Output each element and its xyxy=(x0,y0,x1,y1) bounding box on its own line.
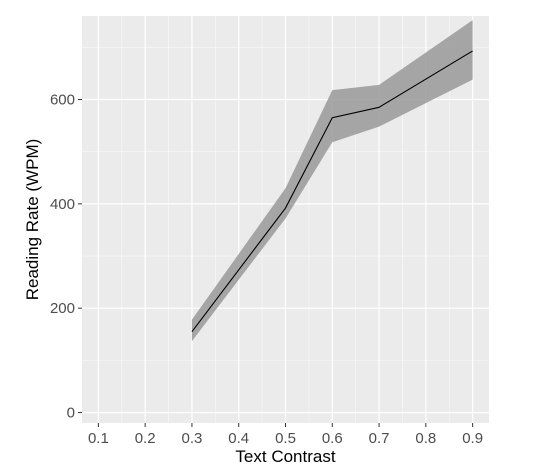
x-axis-title: Text Contrast xyxy=(235,447,335,466)
x-tick-label: 0.4 xyxy=(228,430,249,447)
x-tick-label: 0.7 xyxy=(369,430,390,447)
x-tick-label: 0.8 xyxy=(415,430,436,447)
major-gridlines xyxy=(82,16,489,423)
y-tick-label: 200 xyxy=(50,300,75,317)
confidence-band xyxy=(191,20,473,342)
x-axis-ticks: 0.1 0.2 0.3 0.4 0.5 0.6 0.7 0.8 0.9 xyxy=(88,423,483,447)
x-tick-label: 0.1 xyxy=(88,430,109,447)
x-tick-label: 0.9 xyxy=(462,430,483,447)
y-axis-ticks: 0 200 400 600 xyxy=(50,91,82,422)
x-tick-label: 0.6 xyxy=(322,430,343,447)
y-tick-label: 0 xyxy=(67,405,75,422)
y-tick-label: 600 xyxy=(50,91,75,108)
y-axis-title: Reading Rate (WPM) xyxy=(23,139,42,301)
series-line xyxy=(191,50,473,333)
y-tick-label: 400 xyxy=(50,196,75,213)
x-tick-label: 0.3 xyxy=(182,430,203,447)
x-tick-label: 0.5 xyxy=(275,430,296,447)
x-tick-label: 0.2 xyxy=(135,430,156,447)
